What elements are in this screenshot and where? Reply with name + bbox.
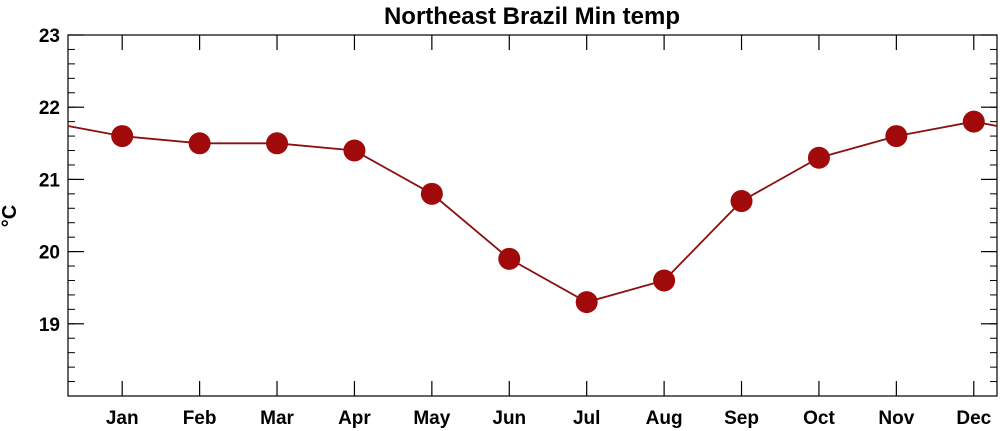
y-tick-label: 23	[39, 26, 60, 47]
x-tick-label: Jun	[492, 408, 526, 429]
plot-frame	[67, 34, 998, 397]
data-point-jun	[498, 247, 521, 270]
data-point-may	[420, 182, 443, 205]
y-tick-label: 21	[39, 170, 61, 191]
series-line	[67, 120, 998, 304]
data-point-aug	[653, 269, 676, 292]
chart-title: Northeast Brazil Min temp	[384, 3, 680, 30]
data-point-feb	[188, 132, 211, 155]
x-tick-label: Aug	[646, 408, 683, 429]
data-point-jan	[111, 125, 134, 148]
data-point-sep	[730, 190, 753, 213]
plot-border	[67, 34, 998, 397]
x-tick-label: Jan	[106, 408, 139, 429]
x-tick-label: Oct	[803, 408, 835, 429]
series-markers	[111, 110, 985, 314]
x-tick-label: Nov	[878, 408, 914, 429]
data-point-oct	[807, 146, 830, 169]
y-tick-label: 19	[39, 315, 60, 336]
x-tick-label: Dec	[956, 408, 991, 429]
x-tick-label: May	[413, 408, 450, 429]
x-tick-label: Sep	[724, 408, 759, 429]
data-point-mar	[266, 132, 289, 155]
x-tick-label: Mar	[260, 408, 294, 429]
y-tick-label: 22	[39, 98, 60, 119]
data-point-nov	[885, 125, 908, 148]
x-ticks	[121, 35, 975, 396]
y-major-ticks	[68, 34, 997, 325]
data-point-dec	[962, 110, 985, 133]
x-tick-label: Feb	[183, 408, 217, 429]
data-point-jul	[575, 291, 598, 314]
x-tick-labels: Jan Feb Mar Apr May Jun Jul Aug Sep Oct Nov Dec	[106, 408, 992, 429]
data-point-apr	[343, 139, 366, 162]
y-tick-labels: 19 20 21 22 23	[39, 26, 61, 336]
series-group	[67, 110, 998, 314]
x-tick-label: Apr	[338, 408, 371, 429]
x-tick-label: Jul	[573, 408, 600, 429]
y-axis-label: °C	[0, 205, 21, 227]
y-tick-label: 20	[39, 243, 60, 264]
y-minor-ticks	[68, 34, 997, 397]
